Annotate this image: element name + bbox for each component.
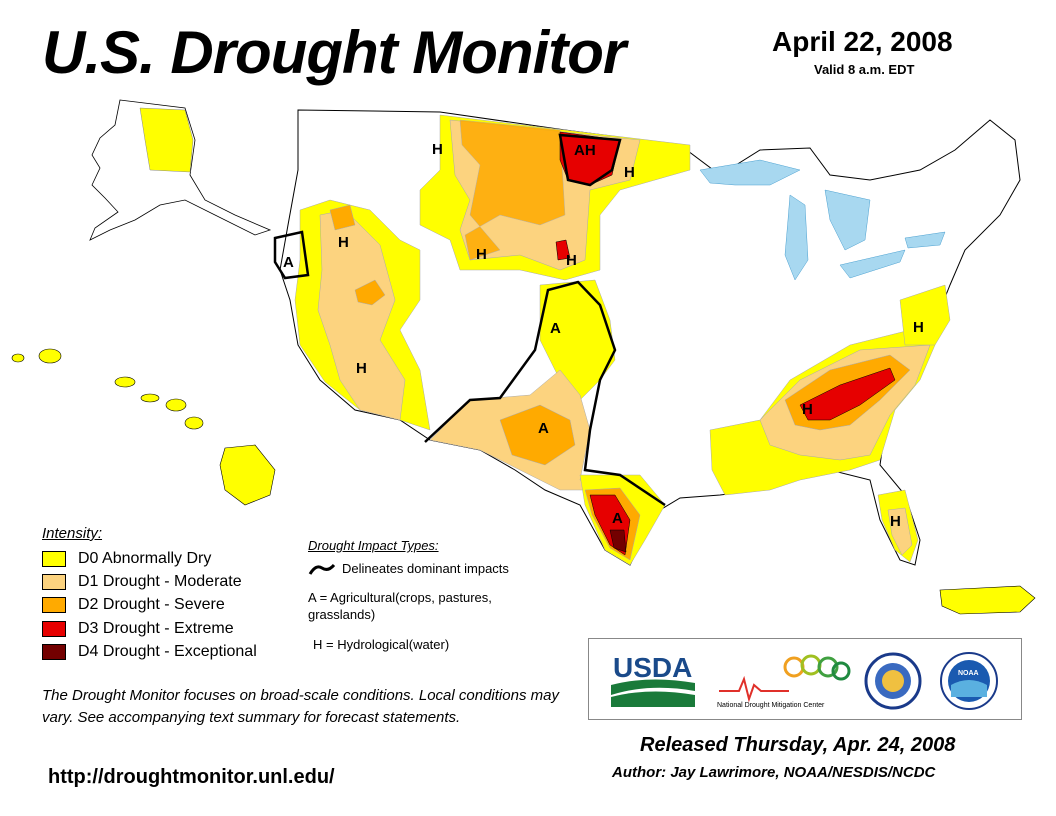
impact-agricultural: A = Agricultural(crops, pastures, grassl… [308,590,492,622]
legend-swatch-d3 [42,621,66,637]
north-d2-area [459,119,566,261]
legend-item-d0: D0 Abnormally Dry [42,550,211,568]
texas-d2-area [499,404,576,466]
label-a-colorado: A [550,320,561,337]
legend-title: Intensity: [42,525,103,542]
map-date: April 22, 2008 [772,26,953,57]
release-date: Released Thursday, Apr. 24, 2008 [640,734,956,756]
lake-ontario [904,231,946,249]
label-h-nevada: H [356,360,367,377]
lake-huron [824,189,871,251]
legend-label-d4: D4 Drought - Exceptional [78,643,257,660]
label-a-texas-west: A [538,420,549,437]
label-h-minnesota: H [624,164,635,181]
lake-michigan [784,194,809,281]
label-h-oregon: H [338,234,349,251]
legend-item-d1: D1 Drought - Moderate [42,573,242,591]
label-ah-ndakota: AH [574,142,596,159]
impact-line-label: Delineates dominant impacts [342,561,509,576]
label-a-texas-south: A [612,510,623,527]
legend-label-d3: D3 Drought - Extreme [78,620,234,637]
southtexas-d4-area [609,529,627,553]
legend-swatch-d2 [42,597,66,613]
label-h-virginia: H [913,319,924,336]
legend-item-d3: D3 Drought - Extreme [42,620,234,638]
label-h-tennessee: H [802,401,813,418]
label-h-florida: H [890,513,901,530]
svg-text:NOAA: NOAA [958,670,979,677]
label-a-california: A [283,254,294,271]
lake-erie [839,249,906,279]
noaa-logo: NOAA [940,652,998,710]
logo-panel: USDA National Drought Mitigation Center … [588,638,1022,720]
legend-label-d2: D2 Drought - Severe [78,596,225,613]
alaska-d0-area [139,107,194,173]
nevada-d2-spot [354,279,386,306]
impact-line-ndakota [558,133,622,187]
ndmc-logo: National Drought Mitigation Center [717,654,851,709]
lake-superior [699,159,801,186]
legend-swatch-d0 [42,551,66,567]
impact-line-icon [308,563,336,575]
legend-swatch-d1 [42,574,66,590]
impact-title: Drought Impact Types: [308,538,439,553]
legend-item-d4: D4 Drought - Exceptional [42,643,257,661]
impact-line-southplains [424,280,666,507]
impact-line-legend: Delineates dominant impacts [308,561,509,576]
wyoming-d3-spot [555,239,571,261]
impact-hydrological: H = Hydrological(water) [313,637,450,652]
usda-logo: USDA [611,652,695,707]
florida-d1-area [887,507,913,556]
disclaimer-note: The Drought Monitor focuses on broad-sca… [42,687,559,726]
svg-text:USDA: USDA [613,652,692,683]
author-credit: Author: Jay Lawrimore, NOAA/NESDIS/NCDC [612,764,936,781]
west-d1-area [317,209,406,421]
valid-time: Valid 8 a.m. EDT [814,62,915,77]
southeast-d3-area [799,367,896,421]
label-h-wyoming: H [476,246,487,263]
hawaii-islands [11,348,276,506]
impact-line-california [273,230,310,280]
virginia-d0-area [899,284,951,346]
legend-swatch-d4 [42,644,66,660]
legend-label-d0: D0 Abnormally Dry [78,550,212,567]
legend-label-d1: D1 Drought - Moderate [78,573,242,590]
legend-item-d2: D2 Drought - Severe [42,596,225,614]
page-title: U.S. Drought Monitor [42,19,626,86]
label-h-sdakota: H [566,252,577,269]
logo-graphics: USDA National Drought Mitigation Center … [611,652,998,710]
commerce-seal-icon [864,652,922,710]
puerto-rico [939,585,1036,615]
label-h-idaho: H [432,141,443,158]
oregon-d2-spot [329,204,356,231]
svg-text:National Drought Mitigation Ce: National Drought Mitigation Center [717,702,825,709]
website-link[interactable]: http://droughtmonitor.unl.edu/ [48,766,335,788]
